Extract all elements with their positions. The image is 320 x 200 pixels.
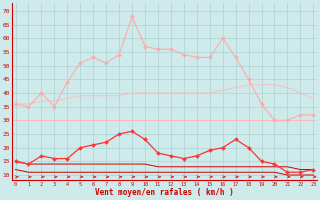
X-axis label: Vent moyen/en rafales ( km/h ): Vent moyen/en rafales ( km/h ) bbox=[95, 188, 234, 197]
